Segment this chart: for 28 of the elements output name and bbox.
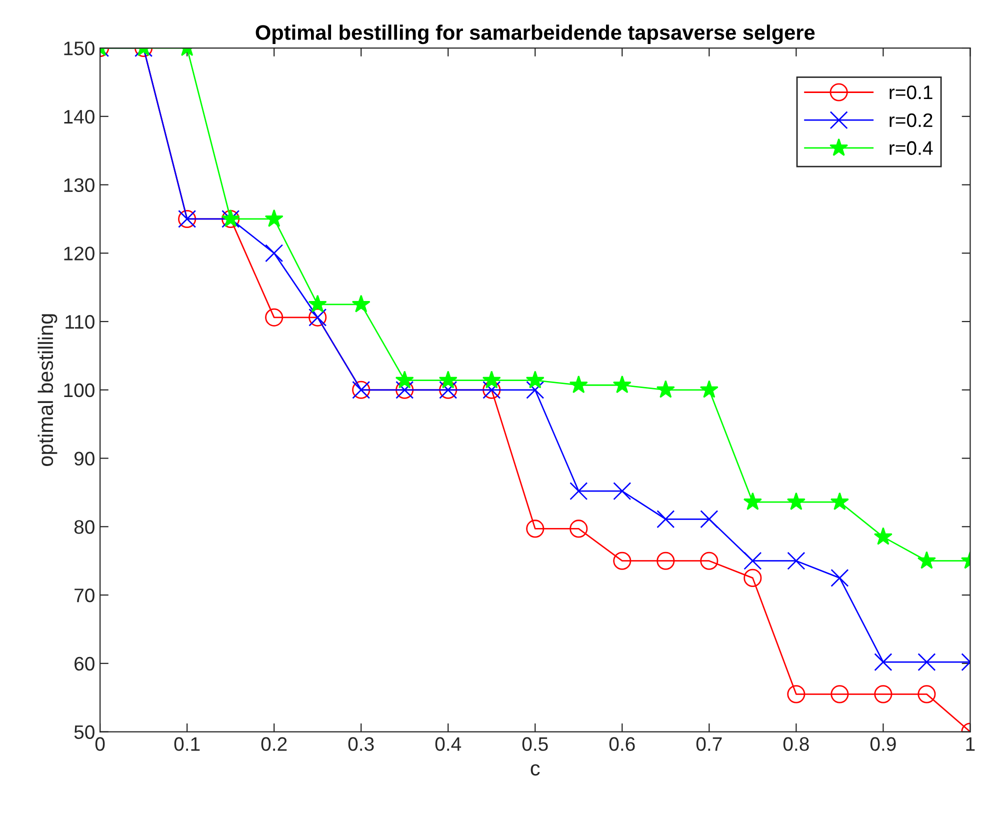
- x-tick-label: 0.6: [609, 737, 635, 751]
- chart-title: Optimal bestilling for samarbeidende tapsaverse selgere: [256, 24, 815, 44]
- y-tick-label: 60: [74, 656, 94, 671]
- y-tick-label: 70: [74, 588, 94, 602]
- legend-label: r=0.1: [890, 85, 932, 100]
- x-tick-label: 0.3: [348, 737, 374, 751]
- x-tick-label: 1: [966, 737, 975, 751]
- y-tick-label: 150: [64, 41, 94, 56]
- legend-label: r=0.2: [890, 113, 932, 128]
- x-tick-label: 0.7: [696, 737, 722, 751]
- x-tick-label: 0.2: [261, 737, 287, 751]
- x-axis-title: c: [530, 764, 540, 776]
- y-tick-label: 100: [64, 383, 94, 398]
- y-tick-label: 90: [74, 452, 94, 466]
- x-tick-label: 0: [95, 737, 105, 751]
- y-tick-label: 130: [64, 178, 94, 192]
- y-tick-label: 50: [74, 725, 94, 740]
- x-tick-label: 0.8: [783, 737, 809, 751]
- x-tick-label: 0.4: [435, 737, 462, 751]
- y-tick-label: 110: [66, 315, 94, 329]
- y-tick-label: 140: [64, 110, 94, 124]
- y-tick-label: 120: [64, 246, 94, 260]
- x-tick-label: 0.1: [174, 737, 200, 751]
- y-axis-title: optimal bestilling: [38, 314, 58, 466]
- legend-label: r=0.4: [890, 141, 933, 155]
- y-tick-label: 80: [74, 520, 94, 534]
- x-tick-label: 0.5: [522, 737, 548, 751]
- x-tick-label: 0.9: [870, 737, 896, 751]
